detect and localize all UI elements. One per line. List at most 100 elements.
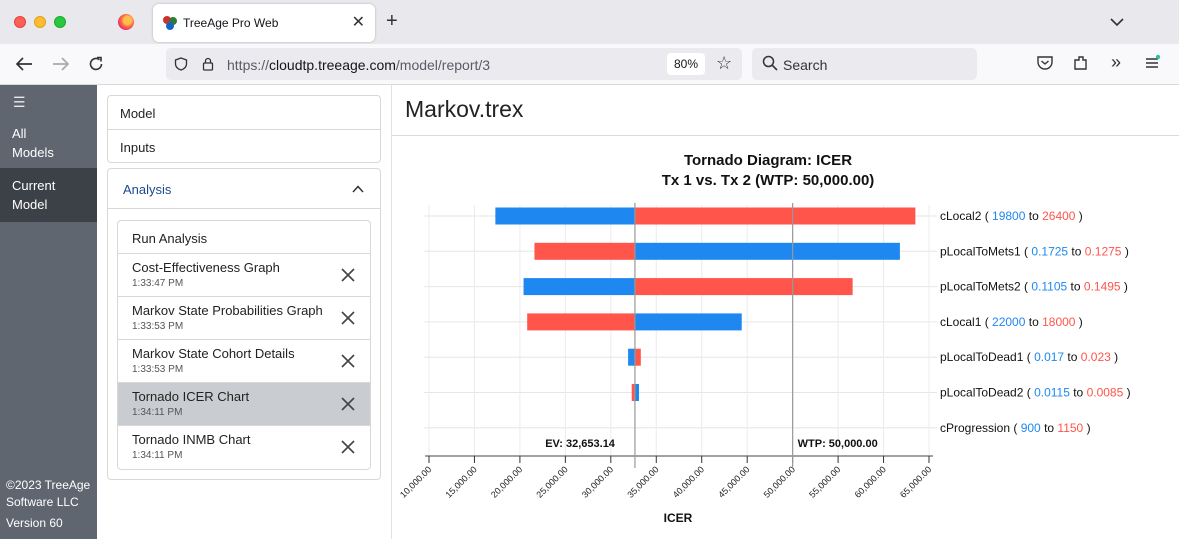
chevron-up-icon[interactable] xyxy=(352,183,364,195)
close-icon[interactable] xyxy=(340,267,356,283)
model-inputs-card: Model Inputs xyxy=(107,95,381,163)
sidebar-item-label: Models xyxy=(12,145,54,160)
sidebar-item-all-models[interactable]: All Models xyxy=(0,116,97,170)
sidebar-item-current-model[interactable]: Current Model xyxy=(0,168,97,222)
shield-icon[interactable] xyxy=(174,57,188,71)
x-tick-label: 55,000.00 xyxy=(807,464,842,499)
lock-icon[interactable] xyxy=(201,57,215,71)
list-item-time: 1:33:47 PM xyxy=(132,278,184,289)
tab-close-icon[interactable]: ✕ xyxy=(351,14,365,31)
treeage-favicon-icon xyxy=(163,16,177,30)
bar-low-cLocal2 xyxy=(495,207,635,225)
sidebar: ☰ All Models Current Model ©2023 TreeAge… xyxy=(0,85,97,539)
analysis-card: Analysis Run Analysis Cost-Effectiveness… xyxy=(107,168,381,480)
maximize-window-button[interactable] xyxy=(54,16,66,28)
bar-low-pLocalToDead1 xyxy=(628,348,635,366)
bar-low-cLocal1 xyxy=(634,313,742,331)
search-input[interactable]: Search xyxy=(752,48,977,80)
row-label-cProgression: cProgression ( 900 to 1150 ) xyxy=(940,421,1091,435)
x-tick-label: 25,000.00 xyxy=(534,464,569,499)
forward-arrow-icon[interactable] xyxy=(52,57,70,71)
list-item[interactable]: Markov State Cohort Details 1:33:53 PM xyxy=(118,340,370,383)
list-item-selected[interactable]: Tornado ICER Chart 1:34:11 PM xyxy=(118,383,370,426)
reload-icon[interactable] xyxy=(88,56,104,72)
x-tick-label: 20,000.00 xyxy=(489,464,524,499)
analysis-title: Analysis xyxy=(123,182,172,197)
bar-high-pLocalToDead2 xyxy=(631,384,635,401)
list-item[interactable]: Tornado INMB Chart 1:34:11 PM xyxy=(118,426,370,469)
bar-low-pLocalToDead2 xyxy=(634,384,639,401)
report-content: Markov.trex Tornado Diagram: ICER Tx 1 vs… xyxy=(391,85,1179,539)
close-icon[interactable] xyxy=(340,310,356,326)
zoom-level-badge[interactable]: 80% xyxy=(667,53,705,75)
close-window-button[interactable] xyxy=(14,16,26,28)
tornado-chart: Tornado Diagram: ICER Tx 1 vs. Tx 2 (WTP:… xyxy=(398,152,1131,525)
row-label-cLocal2: cLocal2 ( 19800 to 26400 ) xyxy=(940,209,1083,223)
list-item-time: 1:33:53 PM xyxy=(132,321,184,332)
copyright-text: ©2023 TreeAge Software LLC xyxy=(6,478,91,509)
inputs-link[interactable]: Inputs xyxy=(108,129,380,162)
url-bar[interactable]: https://cloudtp.treeage.com/model/report… xyxy=(166,48,742,80)
x-tick-label: 35,000.00 xyxy=(625,464,660,499)
overflow-chevrons-icon[interactable]: » xyxy=(1110,52,1121,72)
x-tick-label: 10,000.00 xyxy=(398,464,433,499)
list-item[interactable]: Cost-Effectiveness Graph 1:33:47 PM xyxy=(118,254,370,297)
minimize-window-button[interactable] xyxy=(34,16,46,28)
row-label-pLocalToDead1: pLocalToDead1 ( 0.017 to 0.023 ) xyxy=(940,350,1118,364)
list-item-title: Markov State Cohort Details xyxy=(132,346,295,361)
sidebar-item-label: All xyxy=(12,126,27,141)
chart-title: Tornado Diagram: ICER xyxy=(684,152,852,169)
x-axis-title: ICER xyxy=(664,511,693,525)
app-menu-icon[interactable] xyxy=(1143,54,1161,72)
sidebar-item-label: Current xyxy=(12,178,56,193)
ev-label: EV: 32,653.14 xyxy=(545,438,616,450)
back-arrow-icon[interactable] xyxy=(15,57,33,71)
search-icon xyxy=(762,55,778,71)
divider xyxy=(392,135,1179,136)
close-icon[interactable] xyxy=(340,439,356,455)
close-icon[interactable] xyxy=(340,396,356,412)
bar-low-pLocalToMets2 xyxy=(523,278,635,296)
new-tab-icon[interactable]: + xyxy=(386,10,398,32)
pocket-icon[interactable] xyxy=(1036,54,1054,72)
model-link[interactable]: Model xyxy=(120,106,156,121)
bar-high-cLocal1 xyxy=(527,313,635,331)
x-tick-label: 30,000.00 xyxy=(580,464,615,499)
list-item-time: 1:34:11 PM xyxy=(132,450,183,461)
analysis-header[interactable]: Analysis xyxy=(108,169,380,209)
browser-nav-bar: https://cloudtp.treeage.com/model/report… xyxy=(0,44,1179,85)
close-icon[interactable] xyxy=(340,353,356,369)
extensions-icon[interactable] xyxy=(1072,54,1090,72)
list-item-title: Markov State Probabilities Graph xyxy=(132,303,323,318)
browser-tab-bar: TreeAge Pro Web ✕ + xyxy=(0,0,1179,44)
hamburger-menu-icon[interactable]: ☰ xyxy=(13,94,26,110)
x-tick-label: 50,000.00 xyxy=(762,464,797,499)
wtp-label: WTP: 50,000.00 xyxy=(798,438,878,450)
list-item-time: 1:34:11 PM xyxy=(132,407,183,418)
row-label-cLocal1: cLocal1 ( 22000 to 18000 ) xyxy=(940,315,1083,329)
row-label-pLocalToMets1: pLocalToMets1 ( 0.1725 to 0.1275 ) xyxy=(940,244,1129,258)
bar-high-pLocalToMets2 xyxy=(634,278,853,296)
app-root: ☰ All Models Current Model ©2023 TreeAge… xyxy=(0,85,1179,539)
sidebar-item-label: Model xyxy=(12,197,48,212)
list-item-title: Cost-Effectiveness Graph xyxy=(132,260,280,275)
tab-list-chevron-icon[interactable] xyxy=(1110,17,1124,27)
page-title: Markov.trex xyxy=(405,96,524,122)
tab-title: TreeAge Pro Web xyxy=(183,16,279,30)
bookmark-star-icon[interactable]: ☆ xyxy=(716,53,733,73)
browser-tab-active[interactable]: TreeAge Pro Web ✕ xyxy=(153,4,375,42)
chart-subtitle: Tx 1 vs. Tx 2 (WTP: 50,000.00) xyxy=(662,172,875,189)
row-label-pLocalToDead2: pLocalToDead2 ( 0.0115 to 0.0085 ) xyxy=(940,386,1131,400)
x-tick-label: 15,000.00 xyxy=(443,464,478,499)
x-tick-label: 60,000.00 xyxy=(853,464,888,499)
run-analysis-button[interactable]: Run Analysis xyxy=(118,221,370,254)
search-placeholder: Search xyxy=(783,57,828,73)
list-item-title: Tornado INMB Chart xyxy=(132,432,251,447)
url-text[interactable]: https://cloudtp.treeage.com/model/report… xyxy=(227,57,491,73)
bar-high-pLocalToMets1 xyxy=(534,242,635,260)
bar-low-pLocalToMets1 xyxy=(634,242,900,260)
x-tick-label: 65,000.00 xyxy=(898,464,933,499)
firefox-icon[interactable] xyxy=(118,14,134,30)
list-item[interactable]: Markov State Probabilities Graph 1:33:53… xyxy=(118,297,370,340)
analysis-list: Run Analysis Cost-Effectiveness Graph 1:… xyxy=(117,220,371,470)
